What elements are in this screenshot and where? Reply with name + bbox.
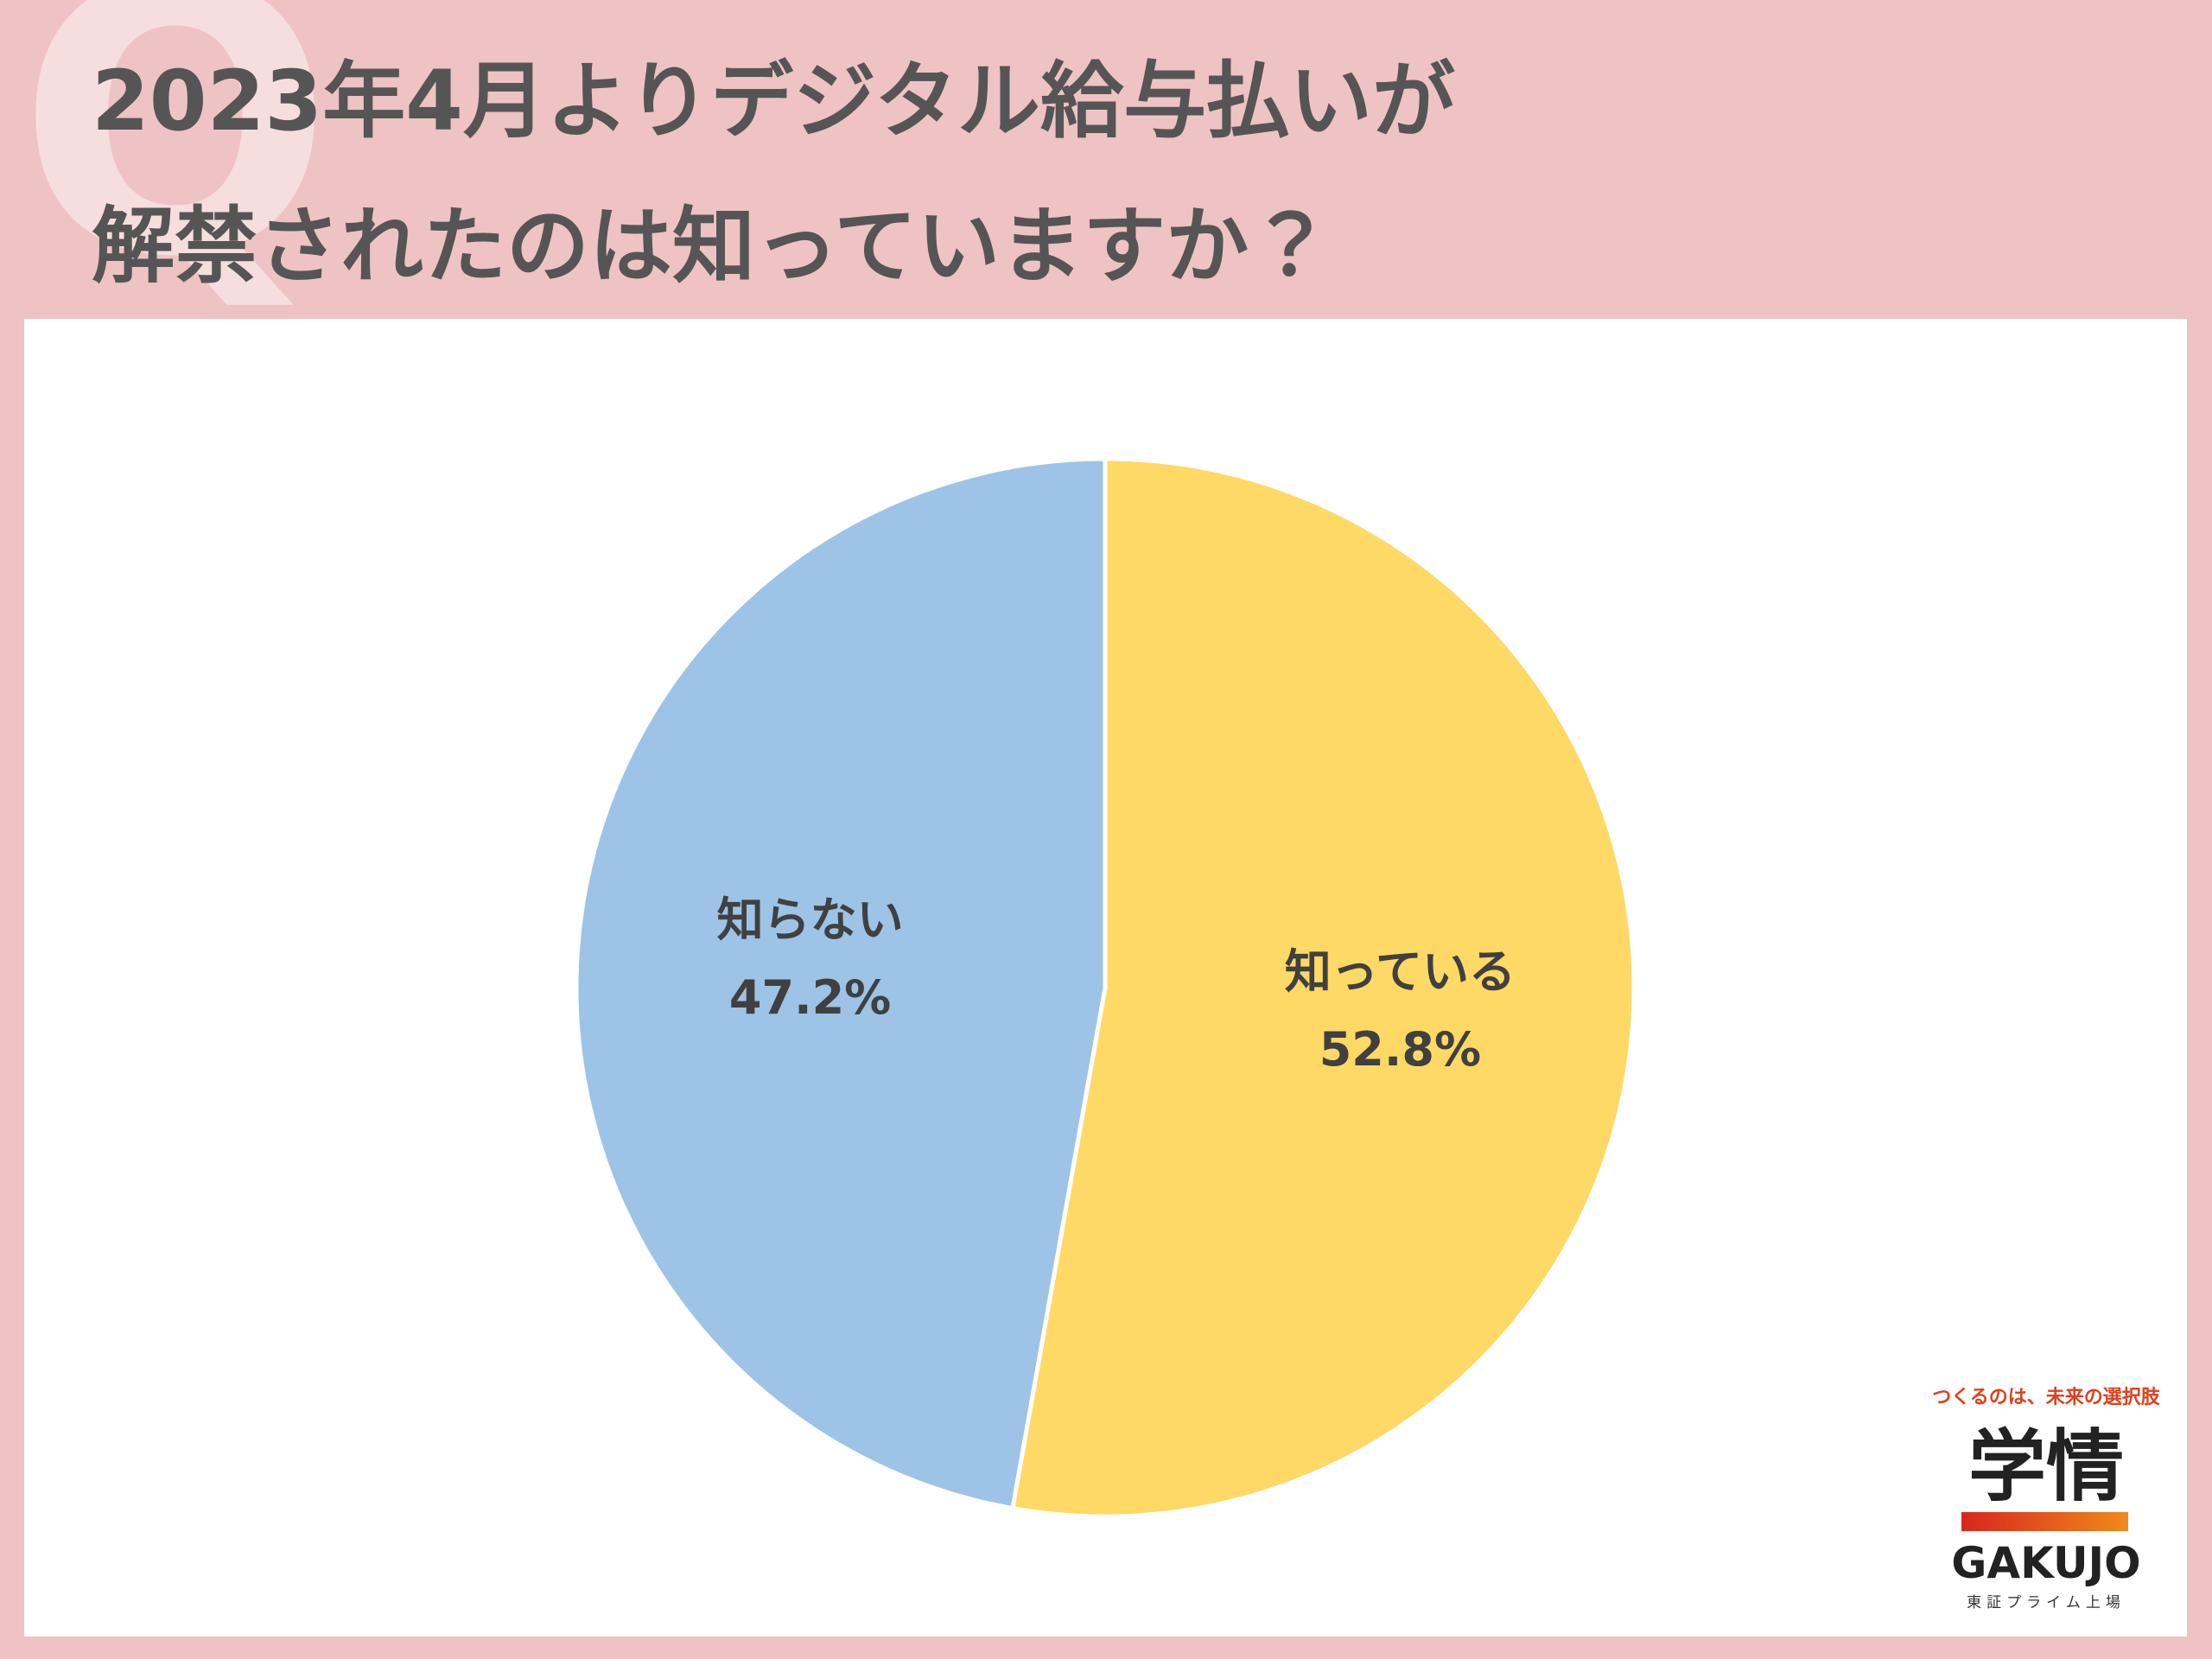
logo-listing: 東証プライム上場: [1967, 1594, 2126, 1611]
decor-letter: Q: [17, 0, 334, 339]
title-line: 2023年4月よりデジタル給与払いが: [92, 53, 1455, 149]
slice-value-label: 47.2%: [729, 970, 891, 1025]
pie: 知っている 52.8% 知らない 47.2%: [574, 456, 1637, 1519]
slice-value-label: 52.8%: [1319, 1022, 1481, 1077]
logo-bar: [1961, 1512, 2128, 1531]
slice-label: 知らない: [717, 893, 904, 947]
logo-name-en: GAKUJO: [1951, 1538, 2140, 1588]
slice-label: 知っている: [1285, 944, 1516, 999]
title-line: 解禁されたのは知っていますか？: [92, 198, 1332, 295]
pie-slice: [1009, 456, 1637, 1519]
logo-name: 学情: [1968, 1421, 2124, 1512]
pie-slice: [574, 456, 1108, 1511]
logo: つくるのは、未来の選択肢 学情 GAKUJO 東証プライム上場: [1932, 1387, 2161, 1611]
logo-tagline: つくるのは、未来の選択肢: [1932, 1387, 2161, 1408]
